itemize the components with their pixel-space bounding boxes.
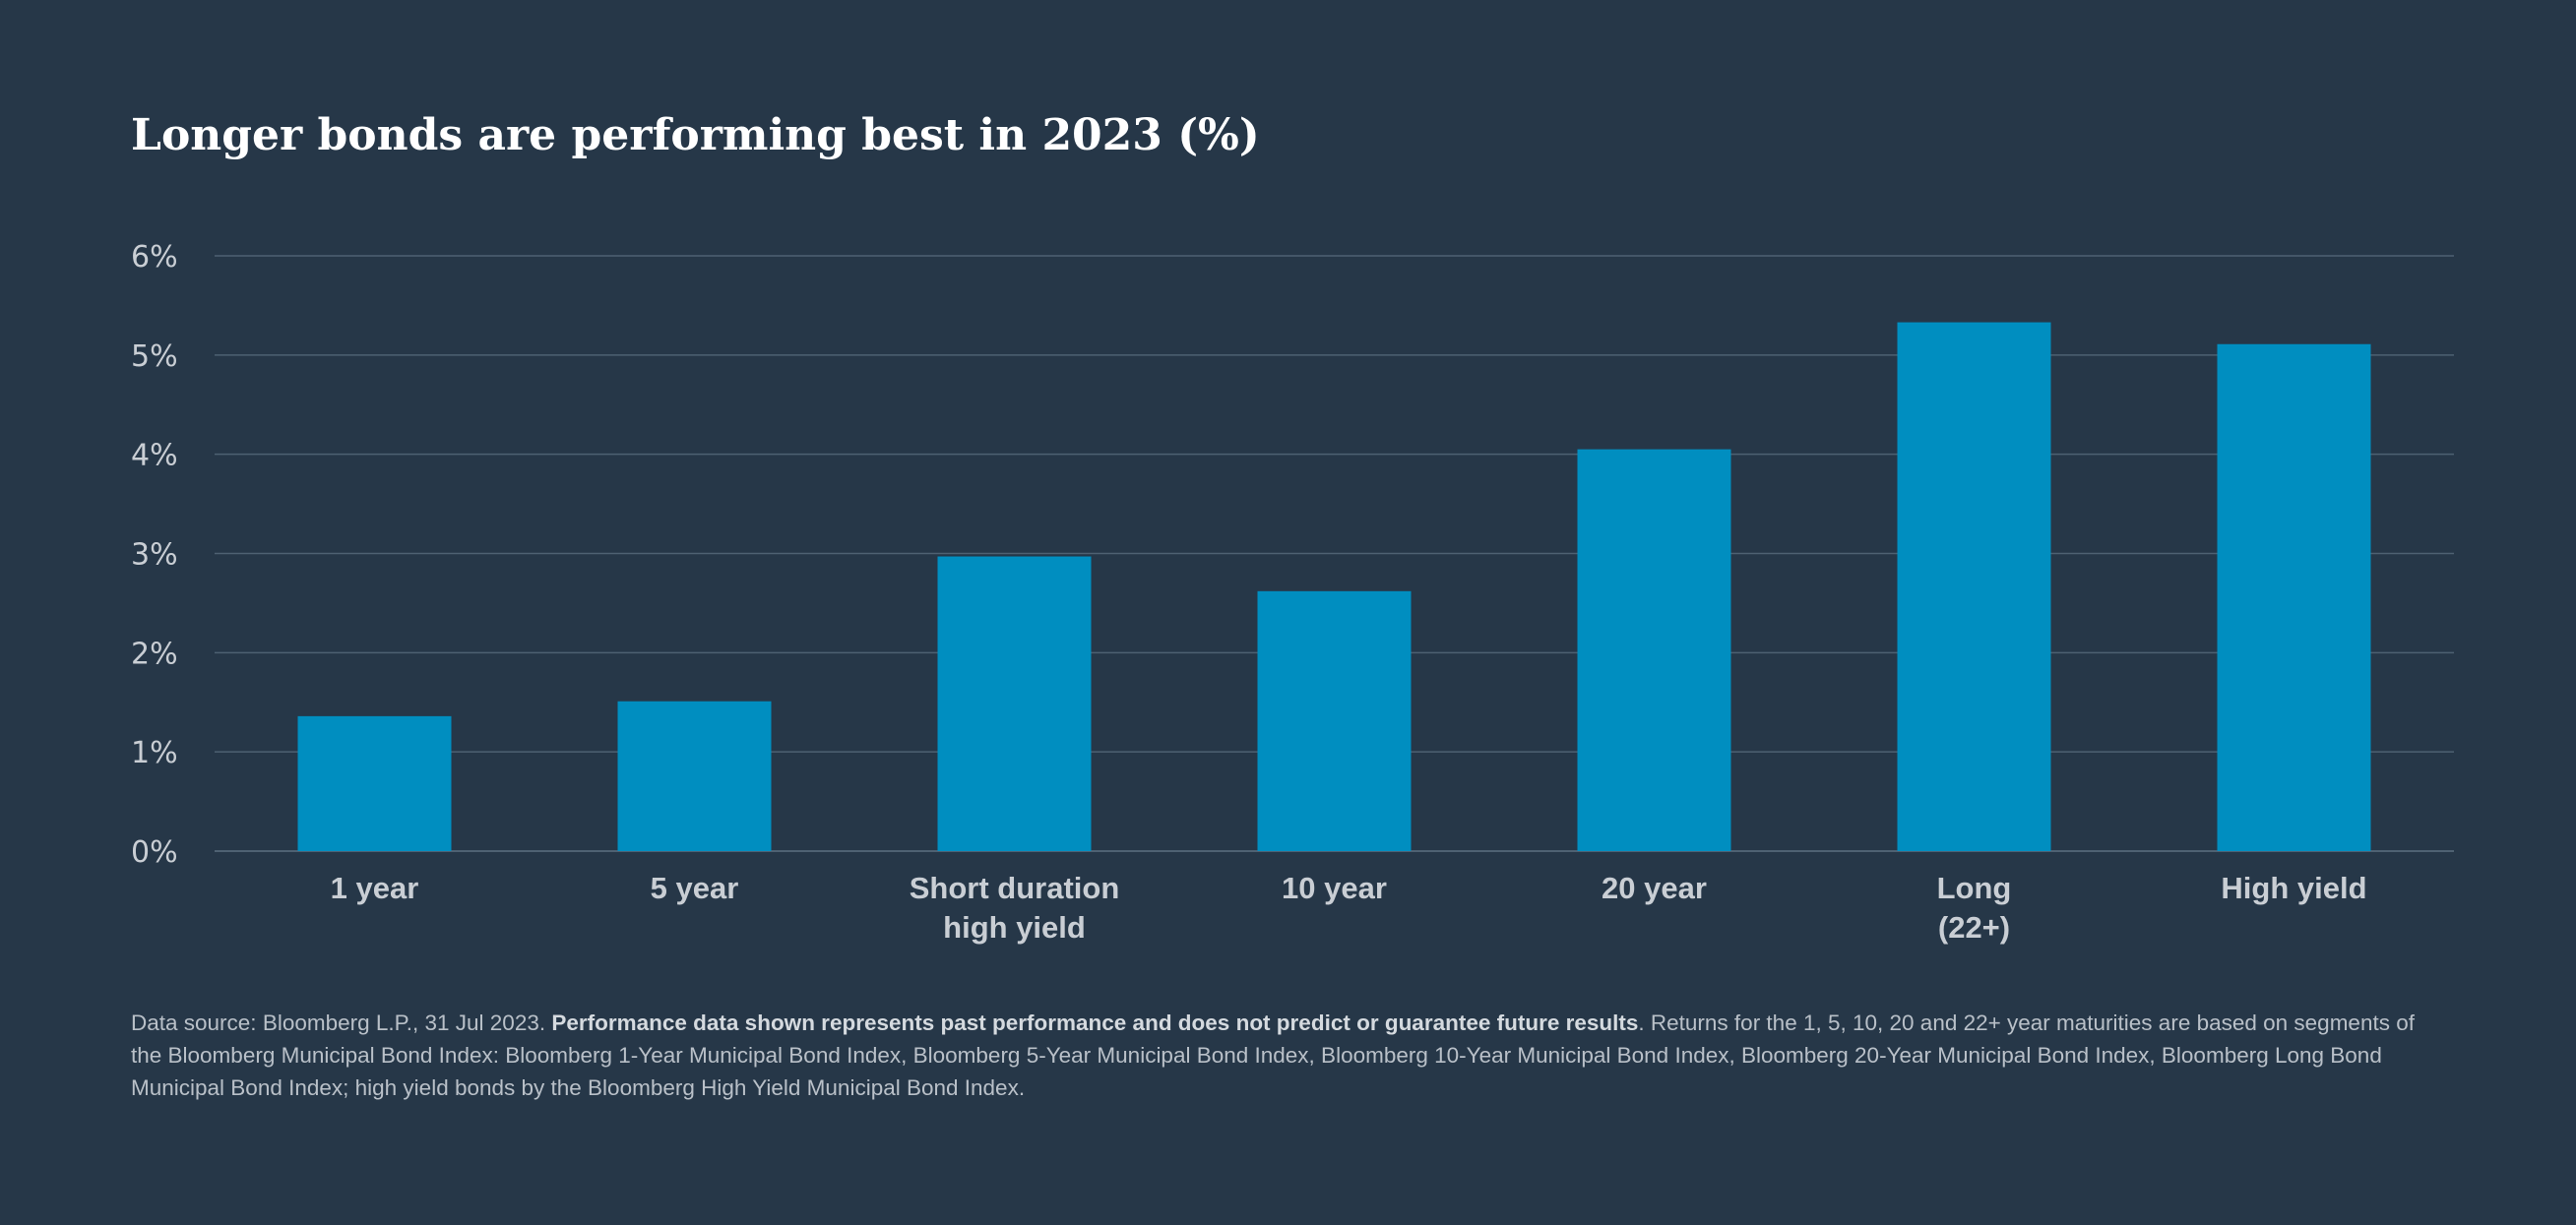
bar (937, 556, 1092, 851)
bar (1897, 322, 2051, 851)
x-tick-label-line: 20 year (1602, 871, 1707, 905)
x-tick-label-line: (22+) (1938, 910, 2010, 945)
x-tick-label: Long (22+) (1937, 871, 2012, 945)
x-tick-label-line: Short duration (910, 871, 1120, 905)
x-tick-label-line: high yield (943, 910, 1086, 945)
bars (297, 322, 2371, 851)
bar (1257, 590, 1412, 851)
x-tick-label: 10 year (1282, 871, 1387, 905)
footnote-disclaimer: Performance data shown represents past p… (551, 1011, 1639, 1035)
y-tick-label: 4% (131, 439, 178, 473)
y-tick-label: 2% (131, 637, 178, 671)
footnote: Data source: Bloomberg L.P., 31 Jul 2023… (131, 1007, 2434, 1104)
y-tick-label: 6% (131, 240, 178, 275)
x-tick-label: 20 year (1602, 871, 1707, 905)
x-tick-label-line: High yield (2221, 871, 2366, 905)
y-tick-label: 3% (131, 538, 178, 573)
y-tick-label: 0% (131, 835, 178, 870)
x-tick-label: 1 year (331, 871, 419, 905)
footnote-source: Data source: Bloomberg L.P., 31 Jul 2023… (131, 1011, 552, 1035)
x-tick-label: High yield (2221, 871, 2366, 905)
bar (2217, 343, 2371, 851)
x-tick-label-line: 10 year (1282, 871, 1387, 905)
y-axis-ticks: 0% 1% 2% 3% 4% 5% 6% (131, 240, 178, 870)
x-tick-label-line: 1 year (331, 871, 419, 905)
x-tick-label-line: 5 year (651, 871, 739, 905)
bar-chart: 0% 1% 2% 3% 4% 5% 6% 1 year 5 year Short duratio… (131, 240, 2454, 945)
bar (297, 715, 452, 851)
x-axis-ticks: 1 year 5 year Short duration high yield 10 y… (331, 871, 2367, 945)
footnote-details: . Returns for the 1, 5, 10, 20 and 22+ y… (131, 1011, 2415, 1100)
bar (1577, 449, 1731, 851)
y-tick-label: 5% (131, 339, 178, 374)
x-tick-label: 5 year (651, 871, 739, 905)
x-tick-label-line: Long (1937, 871, 2012, 905)
chart-title: Longer bonds are performing best in 2023… (131, 110, 1260, 160)
x-tick-label: Short duration high yield (910, 871, 1120, 945)
y-tick-label: 1% (131, 736, 178, 770)
bar (617, 701, 772, 851)
